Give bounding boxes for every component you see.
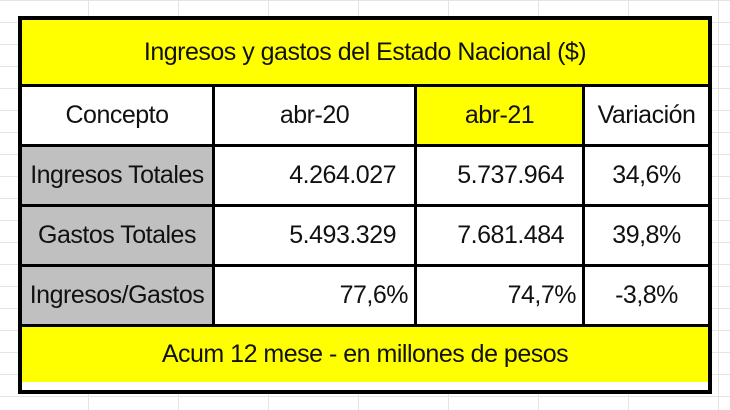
row-label-ingresos-totales[interactable]: Ingresos Totales xyxy=(22,147,212,204)
table-title: Ingresos y gastos del Estado Nacional ($… xyxy=(143,37,587,66)
cell-gastos-abr-20[interactable]: 5.493.329 xyxy=(212,207,414,264)
cell-gastos-abr-21[interactable]: 7.681.484 xyxy=(414,207,582,264)
row-label-ingresos-gastos[interactable]: Ingresos/Gastos xyxy=(22,267,212,324)
cell-ratio-abr-21[interactable]: 74,7% xyxy=(414,267,582,324)
table-row: Ingresos/Gastos 77,6% 74,7% -3,8% xyxy=(22,264,708,324)
table-footer-cell[interactable]: Acum 12 mese - en millones de pesos xyxy=(22,324,708,382)
table-row: Ingresos Totales 4.264.027 5.737.964 34,… xyxy=(22,144,708,204)
header-variacion[interactable]: Variación xyxy=(582,87,708,144)
table-row: Gastos Totales 5.493.329 7.681.484 39,8% xyxy=(22,204,708,264)
header-abr-20[interactable]: abr-20 xyxy=(212,87,414,144)
cell-ingresos-abr-20[interactable]: 4.264.027 xyxy=(212,147,414,204)
cell-ratio-abr-20[interactable]: 77,6% xyxy=(212,267,414,324)
row-label-gastos-totales[interactable]: Gastos Totales xyxy=(22,207,212,264)
header-concepto[interactable]: Concepto xyxy=(65,101,169,129)
income-expense-table: Ingresos y gastos del Estado Nacional ($… xyxy=(18,16,712,394)
header-abr-21[interactable]: abr-21 xyxy=(414,87,582,144)
table-footer-note: Acum 12 mese - en millones de pesos xyxy=(161,340,569,368)
cell-ingresos-abr-21[interactable]: 5.737.964 xyxy=(414,147,582,204)
cell-ratio-variacion[interactable]: -3,8% xyxy=(582,267,708,324)
cell-ingresos-variacion[interactable]: 34,6% xyxy=(582,147,708,204)
cell-gastos-variacion[interactable]: 39,8% xyxy=(582,207,708,264)
table-title-cell[interactable]: Ingresos y gastos del Estado Nacional ($… xyxy=(22,20,708,84)
header-row: Concepto abr-20 abr-21 Variación xyxy=(22,84,708,144)
